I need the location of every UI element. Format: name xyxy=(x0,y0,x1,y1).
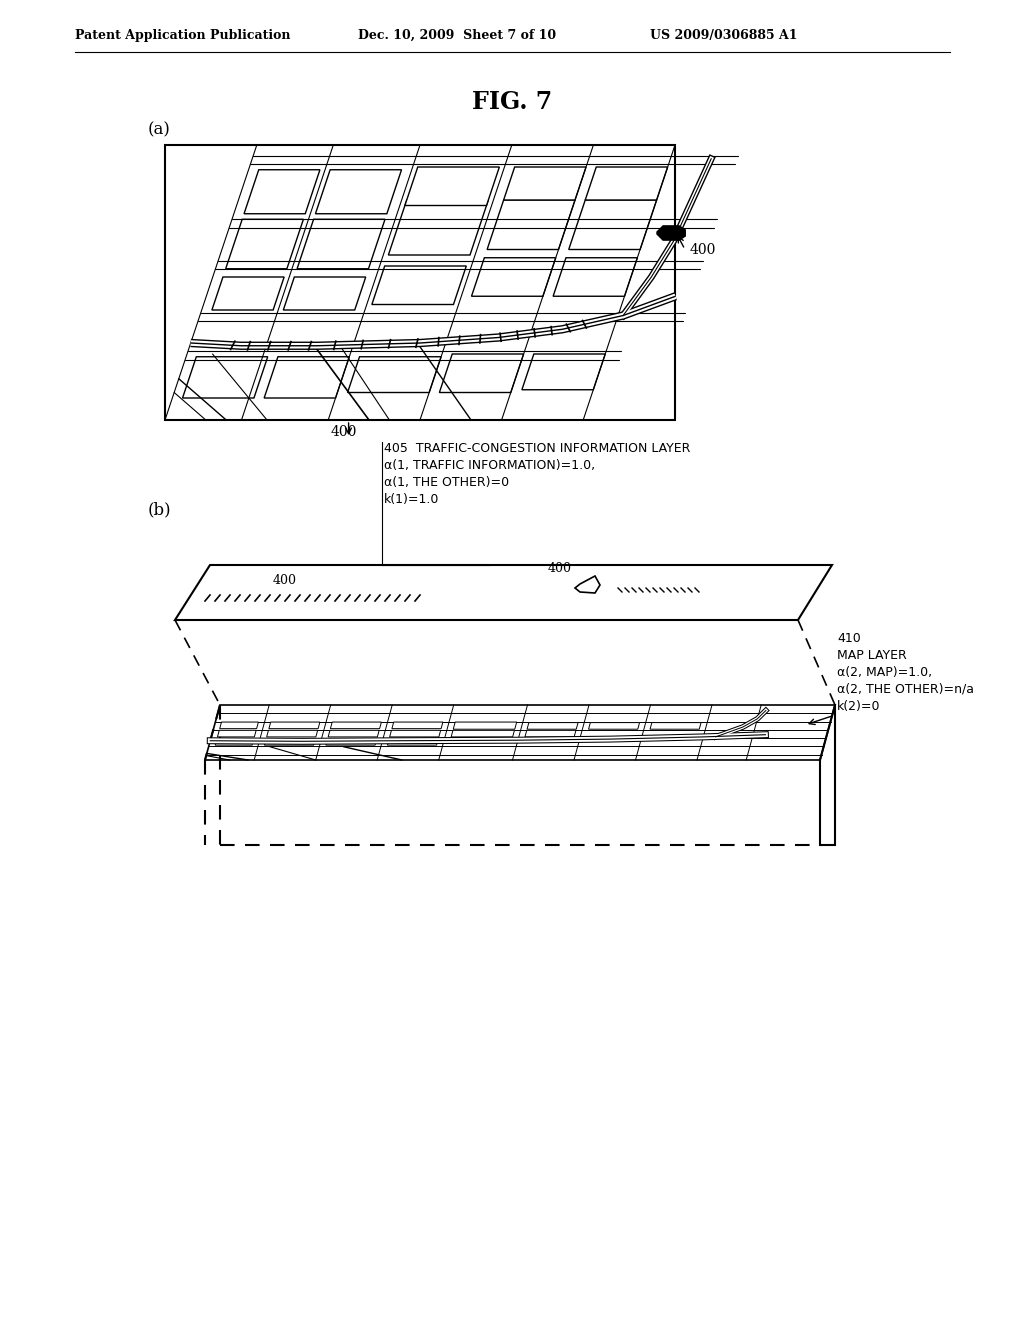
Polygon shape xyxy=(217,730,256,737)
Polygon shape xyxy=(244,170,319,214)
Polygon shape xyxy=(650,722,701,729)
Polygon shape xyxy=(553,257,637,296)
Polygon shape xyxy=(326,739,377,746)
Text: (a): (a) xyxy=(148,121,171,139)
Polygon shape xyxy=(284,277,366,310)
Polygon shape xyxy=(388,201,488,255)
Text: 400: 400 xyxy=(548,561,572,574)
Text: Patent Application Publication: Patent Application Publication xyxy=(75,29,291,41)
Polygon shape xyxy=(454,722,517,729)
Polygon shape xyxy=(205,705,835,760)
Polygon shape xyxy=(657,226,685,240)
Polygon shape xyxy=(269,722,319,729)
Polygon shape xyxy=(390,730,440,737)
Text: FIG. 7: FIG. 7 xyxy=(472,90,552,114)
Text: 400: 400 xyxy=(331,425,357,440)
Polygon shape xyxy=(264,356,349,399)
Polygon shape xyxy=(522,354,605,389)
Polygon shape xyxy=(439,354,523,392)
Polygon shape xyxy=(452,730,514,737)
Polygon shape xyxy=(527,722,579,729)
Polygon shape xyxy=(471,257,556,296)
Polygon shape xyxy=(568,201,656,249)
Text: 400: 400 xyxy=(690,243,717,256)
Text: 400: 400 xyxy=(273,573,297,586)
Polygon shape xyxy=(220,722,258,729)
Polygon shape xyxy=(212,277,284,310)
Polygon shape xyxy=(328,730,379,737)
Text: US 2009/0306885 A1: US 2009/0306885 A1 xyxy=(650,29,798,41)
Polygon shape xyxy=(575,576,600,593)
Polygon shape xyxy=(372,267,466,305)
Bar xyxy=(165,145,675,420)
Polygon shape xyxy=(347,356,441,392)
Polygon shape xyxy=(525,730,575,737)
Text: 405  TRAFFIC-CONGESTION INFORMATION LAYER
α(1, TRAFFIC INFORMATION)=1.0,
α(1, TH: 405 TRAFFIC-CONGESTION INFORMATION LAYER… xyxy=(384,442,690,506)
Polygon shape xyxy=(182,356,267,399)
Polygon shape xyxy=(264,739,315,746)
Polygon shape xyxy=(175,565,831,620)
Polygon shape xyxy=(225,219,303,269)
Polygon shape xyxy=(589,722,640,729)
Polygon shape xyxy=(487,201,575,249)
Polygon shape xyxy=(315,170,401,214)
Polygon shape xyxy=(586,168,668,201)
Text: 410
MAP LAYER
α(2, MAP)=1.0,
α(2, THE OTHER)=n/a
k(2)=0: 410 MAP LAYER α(2, MAP)=1.0, α(2, THE OT… xyxy=(837,632,974,713)
Polygon shape xyxy=(504,168,586,201)
Text: Dec. 10, 2009  Sheet 7 of 10: Dec. 10, 2009 Sheet 7 of 10 xyxy=(358,29,556,41)
Polygon shape xyxy=(331,722,381,729)
Polygon shape xyxy=(387,739,438,746)
Polygon shape xyxy=(404,168,500,206)
Polygon shape xyxy=(266,730,317,737)
Polygon shape xyxy=(215,739,254,746)
Polygon shape xyxy=(392,722,443,729)
Polygon shape xyxy=(297,219,385,269)
Text: (b): (b) xyxy=(148,502,172,519)
